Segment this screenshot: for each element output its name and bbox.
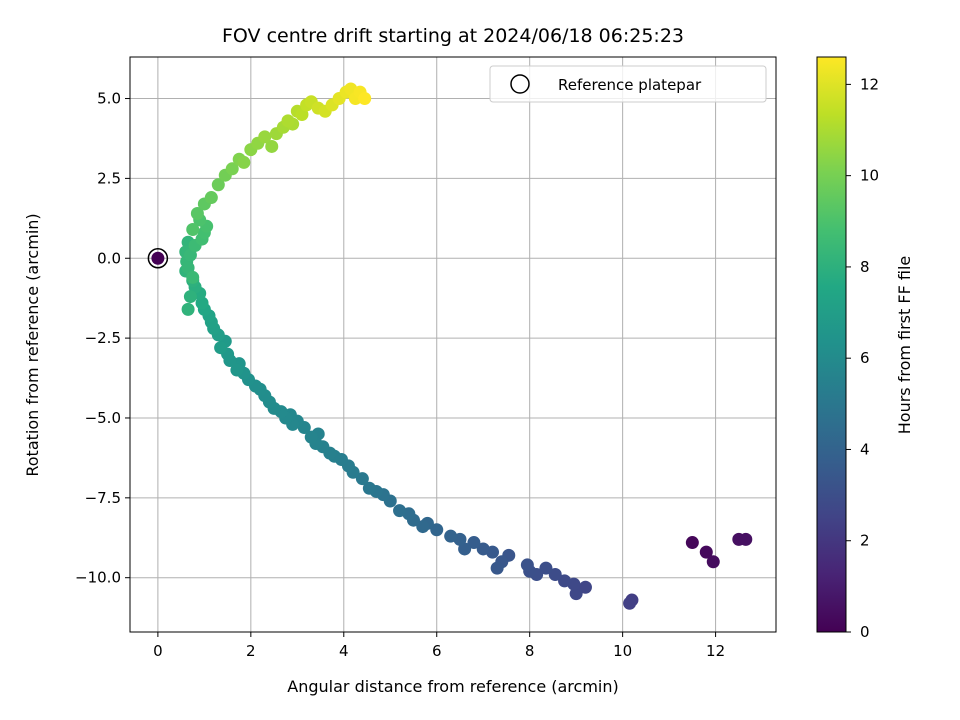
data-point [304, 430, 318, 444]
x-axis-ticks: 0 2 4 6 8 10 12 [153, 632, 725, 660]
chart-title: FOV centre drift starting at 2024/06/18 … [222, 25, 684, 47]
data-point [539, 561, 553, 575]
y-axis-ticks: −10.0 −7.5 −5.0 −2.5 0.0 2.5 5.0 [75, 90, 130, 587]
x-tick-label: 2 [246, 642, 256, 660]
data-point [476, 542, 490, 556]
data-point [237, 155, 251, 169]
colorbar-tick-label: 0 [860, 623, 870, 641]
data-point [183, 290, 197, 304]
y-tick-label: −10.0 [75, 569, 121, 587]
x-tick-label: 8 [525, 642, 535, 660]
y-tick-label: 5.0 [97, 90, 121, 108]
y-tick-label: 0.0 [97, 249, 121, 267]
colorbar-tick-label: 2 [860, 532, 870, 550]
x-tick-label: 4 [339, 642, 349, 660]
data-point [578, 580, 592, 594]
legend-entry: Reference platepar [558, 76, 702, 94]
x-tick-label: 10 [613, 642, 632, 660]
colorbar-tick-label: 8 [860, 258, 870, 276]
data-point [214, 341, 228, 355]
y-tick-label: −7.5 [85, 489, 121, 507]
colorbar-label: Hours from first FF file [895, 256, 914, 435]
data-point [558, 574, 572, 588]
x-axis-label: Angular distance from reference (arcmin) [287, 677, 618, 696]
reference-point [151, 251, 165, 265]
data-point [467, 536, 481, 550]
data-point [225, 162, 239, 176]
data-point [265, 139, 279, 153]
scatter-points [147, 82, 753, 610]
data-point [204, 191, 218, 205]
data-point [186, 223, 200, 236]
data-point [739, 532, 753, 546]
data-point [181, 302, 195, 316]
y-tick-label: 2.5 [97, 169, 121, 187]
data-point [444, 529, 458, 543]
legend-box [489, 65, 767, 103]
colorbar-tick-label: 4 [860, 440, 870, 458]
data-point [362, 481, 376, 495]
data-point [623, 596, 637, 610]
data-point [706, 555, 720, 569]
data-point [211, 178, 225, 192]
data-point [230, 363, 244, 377]
colorbar-tick-label: 12 [860, 75, 879, 93]
colorbar-tick-label: 10 [860, 167, 879, 185]
reference-ring [147, 248, 169, 269]
legend: Reference platepar [489, 65, 767, 103]
x-tick-label: 0 [153, 642, 163, 660]
data-point [358, 92, 372, 106]
data-point [186, 270, 200, 284]
data-point [699, 545, 713, 559]
colorbar-tick-label: 6 [860, 349, 870, 367]
plot-frame [129, 56, 777, 633]
data-point [490, 561, 504, 575]
data-point [258, 130, 272, 144]
data-point [548, 568, 562, 581]
data-point [685, 536, 699, 550]
data-point [393, 504, 407, 518]
data-point [520, 558, 534, 572]
y-tick-label: −5.0 [85, 409, 121, 427]
data-point [190, 207, 204, 221]
x-tick-label: 12 [706, 642, 725, 660]
data-point [281, 114, 295, 128]
data-point [416, 520, 430, 534]
x-tick-label: 6 [432, 642, 442, 660]
y-tick-label: −2.5 [85, 329, 121, 347]
legend-marker [510, 74, 530, 94]
colorbar-ticks: 0 2 4 6 8 10 12 [846, 75, 879, 641]
y-axis-label: Rotation from reference (arcmin) [23, 213, 42, 476]
data-point [355, 472, 369, 486]
colorbar [816, 56, 847, 633]
data-point [430, 523, 444, 537]
